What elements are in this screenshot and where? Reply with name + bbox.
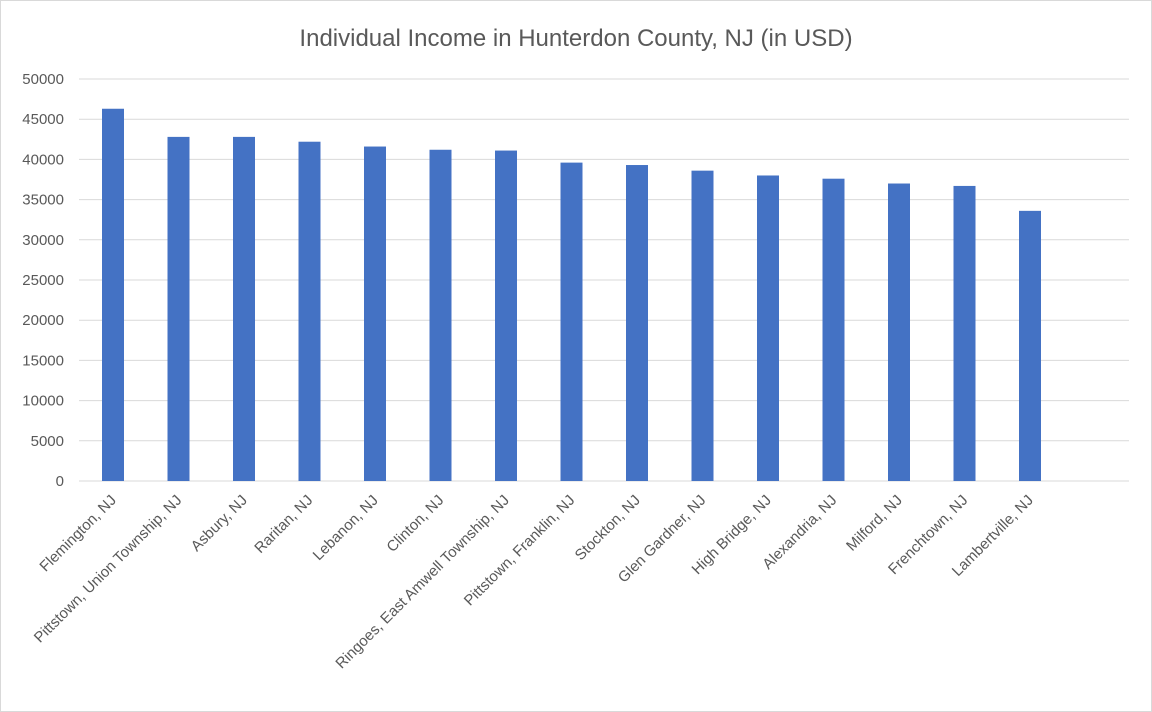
bar	[757, 175, 779, 482]
y-tick-label: 10000	[22, 393, 64, 410]
bar	[167, 136, 190, 481]
x-tick-label: Pittstown, Franklin, NJ	[461, 492, 579, 610]
y-tick-label: 35000	[22, 192, 64, 209]
bar	[495, 150, 517, 481]
bar	[1019, 210, 1041, 481]
x-tick-label: Lebanon, NJ	[310, 492, 382, 564]
y-tick-label: 50000	[22, 71, 64, 88]
y-tick-label: 20000	[22, 312, 64, 329]
bar	[888, 183, 910, 481]
y-tick-label: 25000	[22, 272, 64, 289]
bar	[691, 170, 714, 481]
x-tick-label: Raritan, NJ	[251, 492, 316, 557]
chart-title: Individual Income in Hunterdon County, N…	[299, 25, 852, 52]
bar	[953, 185, 976, 481]
bar	[429, 149, 452, 481]
y-tick-label: 30000	[22, 232, 64, 249]
y-tick-label: 15000	[22, 352, 64, 369]
bar	[233, 136, 255, 481]
bar	[822, 178, 845, 482]
x-tick-label: Stockton, NJ	[572, 492, 644, 564]
y-axis-labels: 0 5000 10000 15000 20000 25000 30000 35000 40000…	[22, 71, 64, 490]
bar	[298, 141, 321, 481]
bar	[560, 162, 583, 481]
bar	[626, 165, 648, 481]
y-tick-label: 5000	[31, 433, 64, 450]
x-tick-label: Asbury, NJ	[188, 492, 251, 555]
x-tick-label: Milford, NJ	[843, 492, 906, 555]
bars	[102, 108, 1041, 482]
x-tick-label: Clinton, NJ	[383, 492, 447, 556]
bar	[364, 146, 386, 481]
y-tick-label: 45000	[22, 111, 64, 128]
y-tick-label: 40000	[22, 151, 64, 168]
bar	[102, 108, 124, 482]
y-tick-label: 0	[56, 473, 64, 490]
